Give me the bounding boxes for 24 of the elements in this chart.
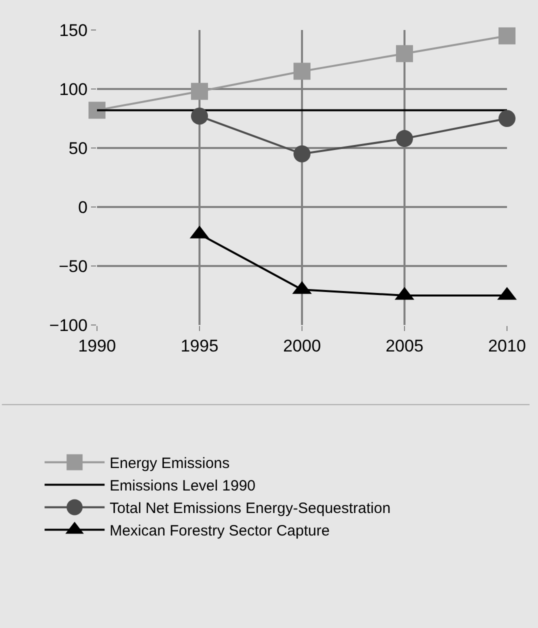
point [88,102,106,119]
point [498,27,516,44]
y-tick-label: 50 [68,138,88,158]
point [396,130,413,148]
y-tick-label: 150 [59,20,88,40]
point [191,108,208,125]
point [294,62,310,80]
legend-label: Emissions Level 1990 [110,478,256,495]
y-tick-label: 100 [59,80,88,99]
point [396,45,413,62]
legend-label: Mexican Forestry Sector Capture [110,522,330,540]
legend-label: Total Net Emissions Energy-Sequestration [110,500,391,518]
point [498,110,516,127]
x-tick-label: 2010 [488,336,526,356]
x-tick-label: 1990 [78,336,116,356]
legend-label: Energy Emissions [110,455,230,472]
x-tick-label: 1995 [180,336,218,356]
point [294,145,310,162]
y-tick-label: −100 [49,316,88,335]
x-tick-label: 2005 [386,336,424,356]
y-tick-label: −50 [58,256,88,276]
point [191,82,208,100]
x-tick-label: 2000 [283,336,321,356]
y-tick-label: 0 [78,198,88,217]
